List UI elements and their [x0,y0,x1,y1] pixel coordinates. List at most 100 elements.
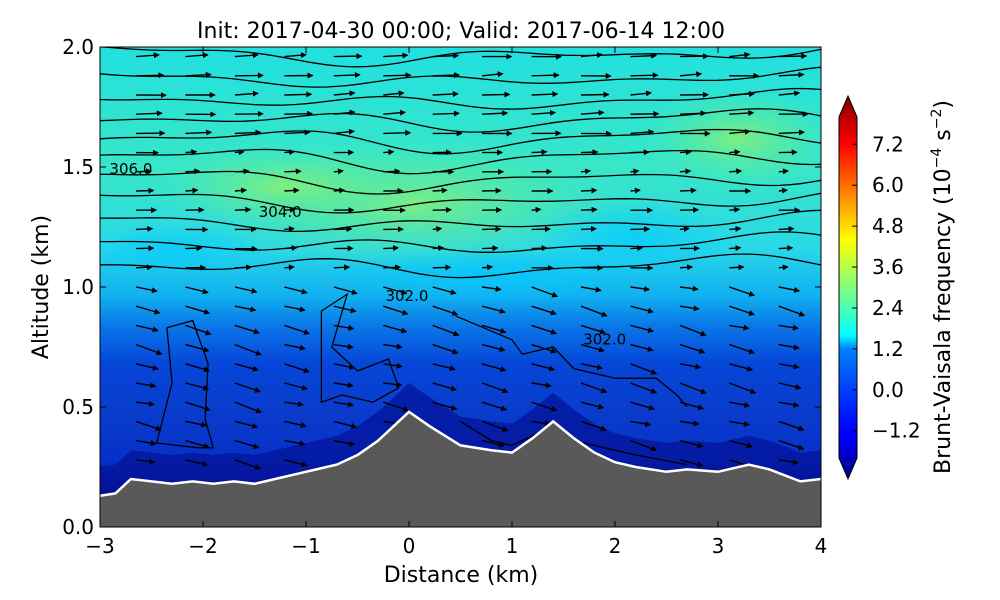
contour-line [100,170,821,195]
wind-vector [630,382,658,394]
wind-vector [135,324,159,333]
wind-vector [580,382,608,394]
y-axis: 0.0 0.5 1.0 1.5 2.0 [62,35,821,539]
contour-line [100,253,821,279]
wind-vector [729,420,750,427]
wind-vector [679,305,700,312]
wind-vector [333,420,358,429]
contour-line [100,231,821,253]
wind-vector [630,72,659,79]
wind-vector [135,439,157,446]
wind-vector [481,382,509,394]
wind-vector [481,401,508,412]
wind-vector [136,400,155,407]
wind-vector [333,286,358,295]
wind-vector [185,459,209,467]
wind-vector [580,149,599,156]
wind-vector [383,362,403,369]
wind-vector [778,245,794,252]
wind-vector [482,91,511,98]
wind-vector [185,420,208,428]
wind-vector [482,110,509,117]
wind-vector [729,128,751,135]
chart-title: Init: 2017-04-30 00:00; Valid: 2017-06-1… [197,19,725,44]
wind-vector [333,109,356,116]
wind-vector [432,401,458,411]
wind-vector [432,305,459,316]
contour-labels: 306.0 304.0 302.0 302.0 [109,160,626,348]
wind-vector [135,343,163,356]
wind-vector [729,363,754,372]
wind-vector [333,187,346,194]
wind-vector [333,343,354,350]
wind-vector [432,324,460,337]
wind-vector [778,187,788,194]
contour-line [100,128,821,155]
wind-vector [185,149,198,156]
x-tick-label: 2 [609,534,622,558]
wind-vector [679,110,707,117]
wind-vector [679,149,692,156]
wind-vector [531,72,560,79]
y-tick-label: 0.5 [62,395,94,419]
wind-vector [778,363,800,370]
y-tick-label: 0.0 [62,515,94,539]
wind-vector [185,187,199,194]
wind-vector [333,439,356,447]
wind-vector [481,439,505,448]
wind-vector [383,72,412,79]
wind-vector [234,439,260,450]
contour-line [100,209,821,233]
wind-vector [284,459,308,468]
wind-vector [580,420,607,432]
wind-vector [383,343,403,350]
wind-vector [679,382,707,395]
wind-vector [284,363,310,374]
wind-vector [679,420,700,427]
wind-vector [580,168,592,175]
wind-vector [679,439,704,449]
wind-vector [234,286,258,294]
wind-vector [630,343,654,352]
wind-vector [481,305,506,314]
wind-vector [234,343,262,356]
wind-vector [432,91,459,98]
wind-vector [630,420,652,427]
wind-vector [185,286,209,295]
wind-vector [234,363,259,372]
wind-vector [185,305,211,315]
y-tick-label: 1.5 [62,155,94,179]
wind-vector [580,363,603,371]
wind-vector [531,109,556,116]
wind-vector [284,225,295,232]
wind-vector [284,305,306,313]
contour-label: 302.0 [583,330,626,348]
wind-vector [778,264,789,271]
wind-vector [135,382,157,389]
wind-vector [630,245,644,252]
wind-vector [778,343,800,351]
wind-vector [679,285,699,292]
wind-vector [284,343,306,351]
wind-vector [234,459,262,470]
wind-vector [778,225,795,232]
wind-vector [432,343,459,355]
wind-vector [729,343,756,355]
wind-vector [531,149,548,156]
wind-vector [333,168,344,175]
wind-vector [333,305,357,314]
wind-vector [185,324,212,336]
wind-vector [284,187,300,194]
wind-vector [432,245,445,252]
wind-vector [580,286,602,293]
wind-vector [729,90,756,97]
contour-line [320,292,400,404]
wind-vector [185,363,211,373]
wind-vector [729,382,757,394]
colorbar-tick-label: 3.6 [872,255,904,279]
colorbar-tick-label: 6.0 [872,173,904,197]
wind-vector [383,149,395,156]
y-axis-label: Altitude (km) [29,215,54,359]
wind-vector [185,71,212,78]
wind-vector [284,52,307,59]
